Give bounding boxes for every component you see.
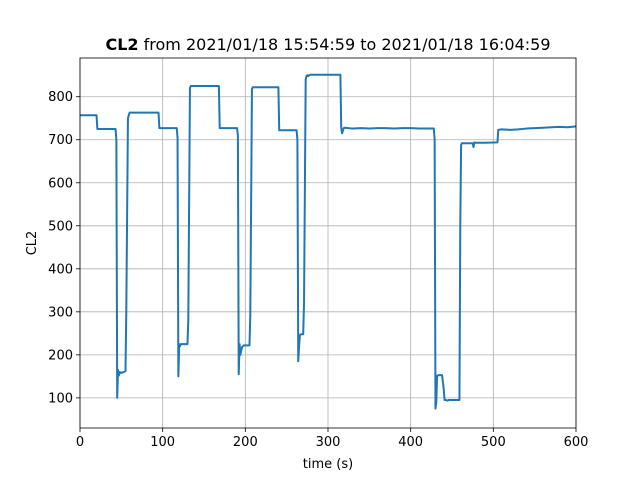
y-tick-label: 800 (48, 90, 73, 105)
series-layer (80, 73, 577, 410)
y-tick-label: 200 (48, 348, 73, 363)
x-axis-label: time (s) (303, 457, 353, 472)
x-axis-ticks: 0 100 200 300 400 500 600 (76, 428, 589, 450)
chart-title-variable: CL2 (105, 35, 138, 54)
y-tick-label: 100 (48, 391, 73, 406)
x-tick-label: 0 (76, 435, 84, 450)
y-tick-label: 400 (48, 262, 73, 277)
y-axis-label: CL2 (25, 231, 40, 256)
y-axis-ticks: 100 200 300 400 500 600 700 800 (48, 90, 80, 406)
x-tick-label: 400 (398, 435, 423, 450)
x-tick-label: 100 (150, 435, 175, 450)
chart-title-end: 2021/01/18 16:04:59 (381, 35, 550, 54)
chart-title: CL2 from 2021/01/18 15:54:59 to 2021/01/… (105, 35, 550, 54)
y-tick-label: 500 (48, 219, 73, 234)
x-tick-label: 600 (564, 435, 589, 450)
y-tick-label: 600 (48, 176, 73, 191)
grid-lines (79, 58, 577, 428)
y-tick-label: 700 (48, 133, 73, 148)
chart-title-start: 2021/01/18 15:54:59 (186, 35, 355, 54)
chart-title-from: from (139, 35, 186, 54)
y-tick-label: 300 (48, 305, 73, 320)
x-tick-label: 200 (233, 435, 258, 450)
x-tick-label: 300 (316, 435, 341, 450)
x-tick-label: 500 (481, 435, 506, 450)
series-line (80, 73, 577, 410)
chart-title-to: to (355, 35, 381, 54)
